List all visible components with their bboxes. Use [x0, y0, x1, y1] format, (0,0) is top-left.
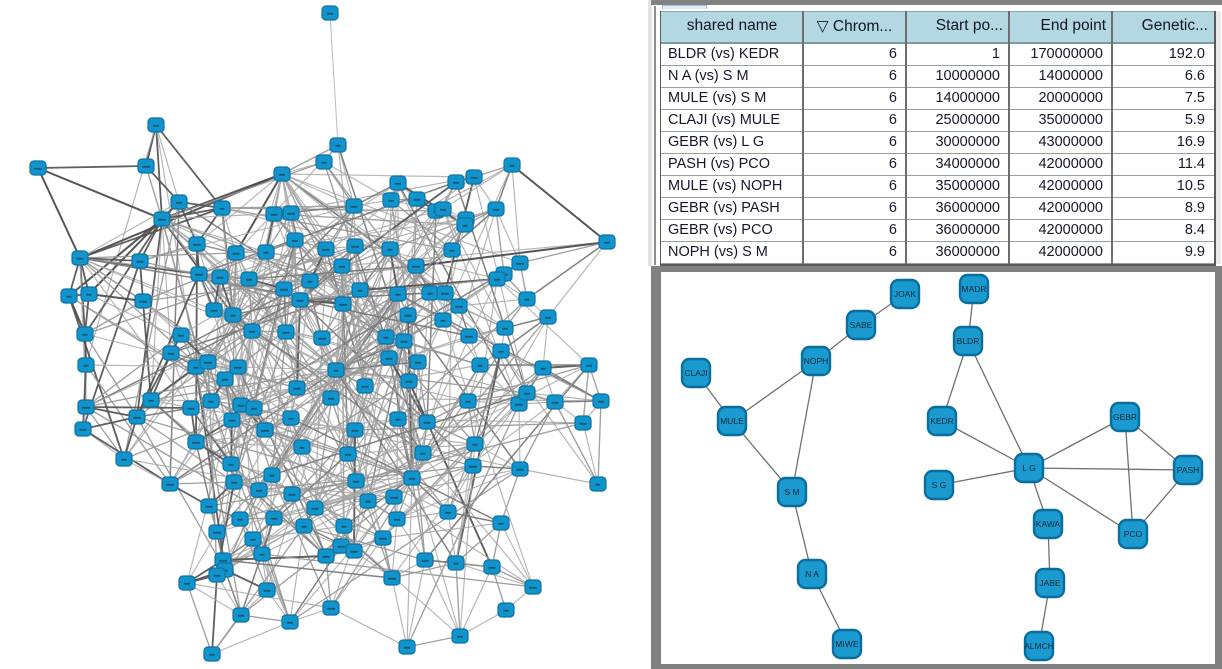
svg-text:S M: S M [784, 487, 799, 497]
svg-text:N A: N A [805, 569, 819, 579]
svg-text:KAWA: KAWA [1036, 519, 1061, 529]
svg-text:L G: L G [1022, 463, 1035, 473]
svg-text:GEBR: GEBR [1113, 412, 1137, 422]
svg-text:ALMCH: ALMCH [1024, 641, 1054, 651]
svg-text:PCO: PCO [1124, 529, 1143, 539]
svg-text:KEDR: KEDR [930, 416, 954, 426]
svg-text:CLAJI: CLAJI [684, 368, 707, 378]
svg-text:SABE: SABE [850, 320, 873, 330]
svg-text:MADR: MADR [961, 284, 986, 294]
svg-text:JOAK: JOAK [894, 289, 917, 299]
svg-text:PASH: PASH [1177, 465, 1200, 475]
svg-text:S G: S G [932, 480, 947, 490]
svg-text:BLDR: BLDR [957, 336, 980, 346]
svg-text:JABE: JABE [1039, 578, 1061, 588]
svg-text:MIWE: MIWE [835, 639, 858, 649]
svg-text:NOPH: NOPH [804, 356, 829, 366]
svg-text:MULE: MULE [720, 416, 744, 426]
